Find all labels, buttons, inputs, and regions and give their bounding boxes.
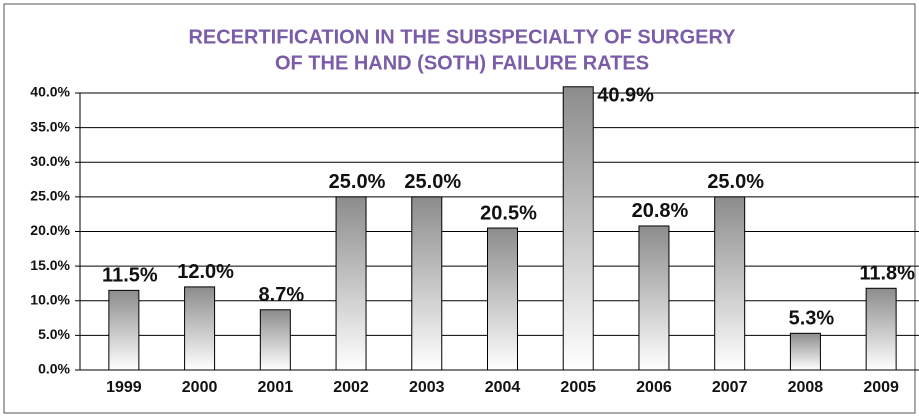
bar	[335, 196, 367, 371]
bar	[562, 86, 594, 371]
value-label: 20.5%	[480, 202, 537, 224]
x-tick-label: 2000	[182, 379, 218, 396]
value-label: 8.7%	[259, 284, 305, 306]
bar	[108, 289, 140, 371]
x-tick-label: 2006	[636, 379, 672, 396]
y-tick-label: 10.0%	[30, 291, 70, 307]
bar	[411, 196, 443, 371]
chart-title: OF THE HAND (SOTH) FAILURE RATES	[275, 52, 649, 74]
y-tick-label: 20.0%	[30, 222, 70, 238]
x-tick-label: 2004	[485, 379, 521, 396]
y-tick-label: 15.0%	[30, 257, 70, 273]
y-tick-label: 30.0%	[30, 153, 70, 169]
bar	[789, 332, 821, 371]
value-label: 5.3%	[789, 308, 835, 330]
value-label: 25.0%	[707, 171, 764, 193]
value-label: 25.0%	[329, 171, 386, 193]
y-tick-label: 35.0%	[30, 118, 70, 134]
y-tick-label: 0.0%	[38, 361, 70, 377]
value-label: 40.9%	[597, 84, 654, 106]
x-tick-label: 2009	[863, 379, 899, 396]
value-label: 11.5%	[102, 265, 158, 287]
value-label: 25.0%	[404, 171, 461, 193]
value-label: 12.0%	[177, 261, 234, 283]
x-tick-label: 2001	[258, 379, 294, 396]
x-tick-label: 2002	[333, 379, 369, 396]
value-label: 20.8%	[632, 200, 689, 222]
x-tick-label: 2008	[788, 379, 824, 396]
x-tick-label: 2005	[560, 379, 596, 396]
y-tick-label: 5.0%	[38, 326, 70, 342]
x-tick-label: 2003	[409, 379, 445, 396]
frame	[3, 3, 916, 414]
bar	[714, 196, 746, 371]
bar	[638, 225, 670, 371]
x-tick-label: 2007	[712, 379, 748, 396]
bar	[487, 227, 518, 371]
bar	[184, 286, 216, 371]
y-tick-label: 25.0%	[30, 188, 70, 204]
x-tick-label: 1999	[106, 379, 142, 396]
bar	[865, 287, 897, 371]
chart-title: RECERTIFICATION IN THE SUBSPECIALTY OF S…	[188, 26, 736, 48]
value-label: 11.8%	[859, 263, 915, 285]
bar	[259, 309, 291, 371]
y-tick-label: 40.0%	[30, 84, 70, 100]
